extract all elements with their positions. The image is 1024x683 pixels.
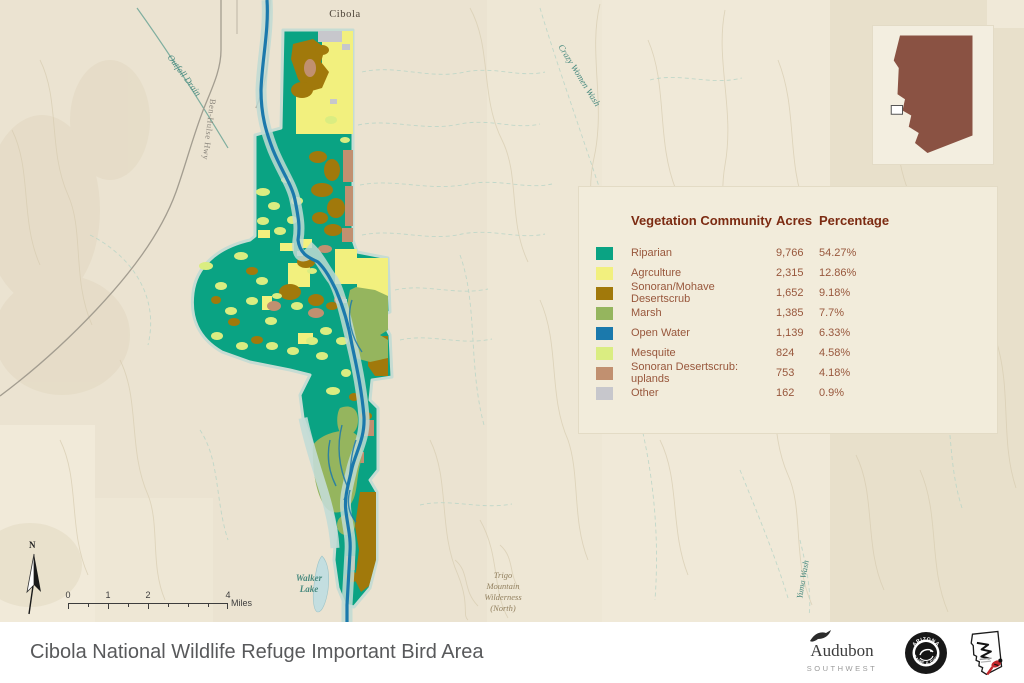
legend-row: Open Water 1,139 6.33% [596,323,997,343]
north-arrow: N [20,540,50,620]
desertscrub-patches [211,39,388,592]
legend-row: Sonoran Desertscrub: uplands 753 4.18% [596,361,997,385]
refuge-location-marker [890,105,903,115]
audubon-logo: Audubon SOUTHWEST [807,629,877,673]
walker-lake-shape [312,555,330,613]
audubon-bird-icon [810,629,831,642]
legend-header-acres: Acres [776,213,813,228]
hillshade [0,60,150,607]
audubon-region-label: SOUTHWEST [807,664,877,673]
map-title: Cibola National Wildlife Refuge Importan… [30,641,484,663]
legend-row: Mesquite 824 4.58% [596,343,997,363]
swatch-agriculture [596,266,613,280]
logo-mountain-marks [976,641,992,660]
label-walker-lake: Walker Lake [295,573,323,594]
arizona-inset-panel [872,25,994,165]
swatch-uplands [596,366,613,380]
mesquite-patches [199,116,357,395]
swatch-mesquite [596,346,613,360]
scale-unit-label: Miles [231,598,253,608]
azgf-logo: ARIZONA GAME & FISH [905,631,947,674]
swatch-riparian [596,246,613,260]
legend-row: Agrculture 2,315 12.86% [596,263,997,283]
legend-header-percentage: Percentage [819,213,890,228]
swatch-desertscrub [596,286,613,300]
svg-text:ARIZONA: ARIZONA [911,636,940,647]
scale-bar: 0 1 2 4 Miles [65,590,268,614]
legend-panel: Vegetation Community Acres Percentage Ri… [578,186,998,434]
label-trigo-wilderness: Trigo Mountain Wilderness (North) [484,570,522,613]
scale-tick-4: 4 [225,590,231,600]
arizona-bird-area-logo [970,630,1003,675]
outfall-drain-line [136,7,229,149]
legend-row: Sonoran/Mohave Desertscrub 1,652 9.18% [596,281,997,305]
red-bird-icon [986,658,1003,675]
legend-row: Riparian 9,766 54.27% [596,243,997,263]
map-canvas: Cibola Outfall Drain Ben-Hulse Hwy Crazy… [0,0,1024,622]
azgf-arc-text-top: ARIZONA [911,636,940,647]
legend-header-community: Vegetation Community [631,213,772,228]
swatch-open-water [596,326,613,340]
legend-row: Marsh 1,385 7.7% [596,303,997,323]
north-arrow-glyph [26,553,41,615]
legend-row: Other 162 0.9% [596,383,997,403]
audubon-wordmark: Audubon [810,641,874,660]
scale-tick-2: 2 [145,590,151,600]
scale-tick-1: 1 [105,590,111,600]
label-cibola-town: Cibola [329,9,361,20]
north-arrow-label: N [29,540,36,550]
swatch-other [596,386,613,400]
swatch-marsh [596,306,613,320]
legend-header: Vegetation Community Acres Percentage [631,213,997,228]
scale-tick-0: 0 [65,590,71,600]
arizona-state-icon [890,35,973,153]
logo-strip: Audubon SOUTHWEST ARIZONA GAME & FISH [792,629,1008,677]
footer-bar: Cibola National Wildlife Refuge Importan… [0,622,1024,683]
open-water [255,0,370,622]
